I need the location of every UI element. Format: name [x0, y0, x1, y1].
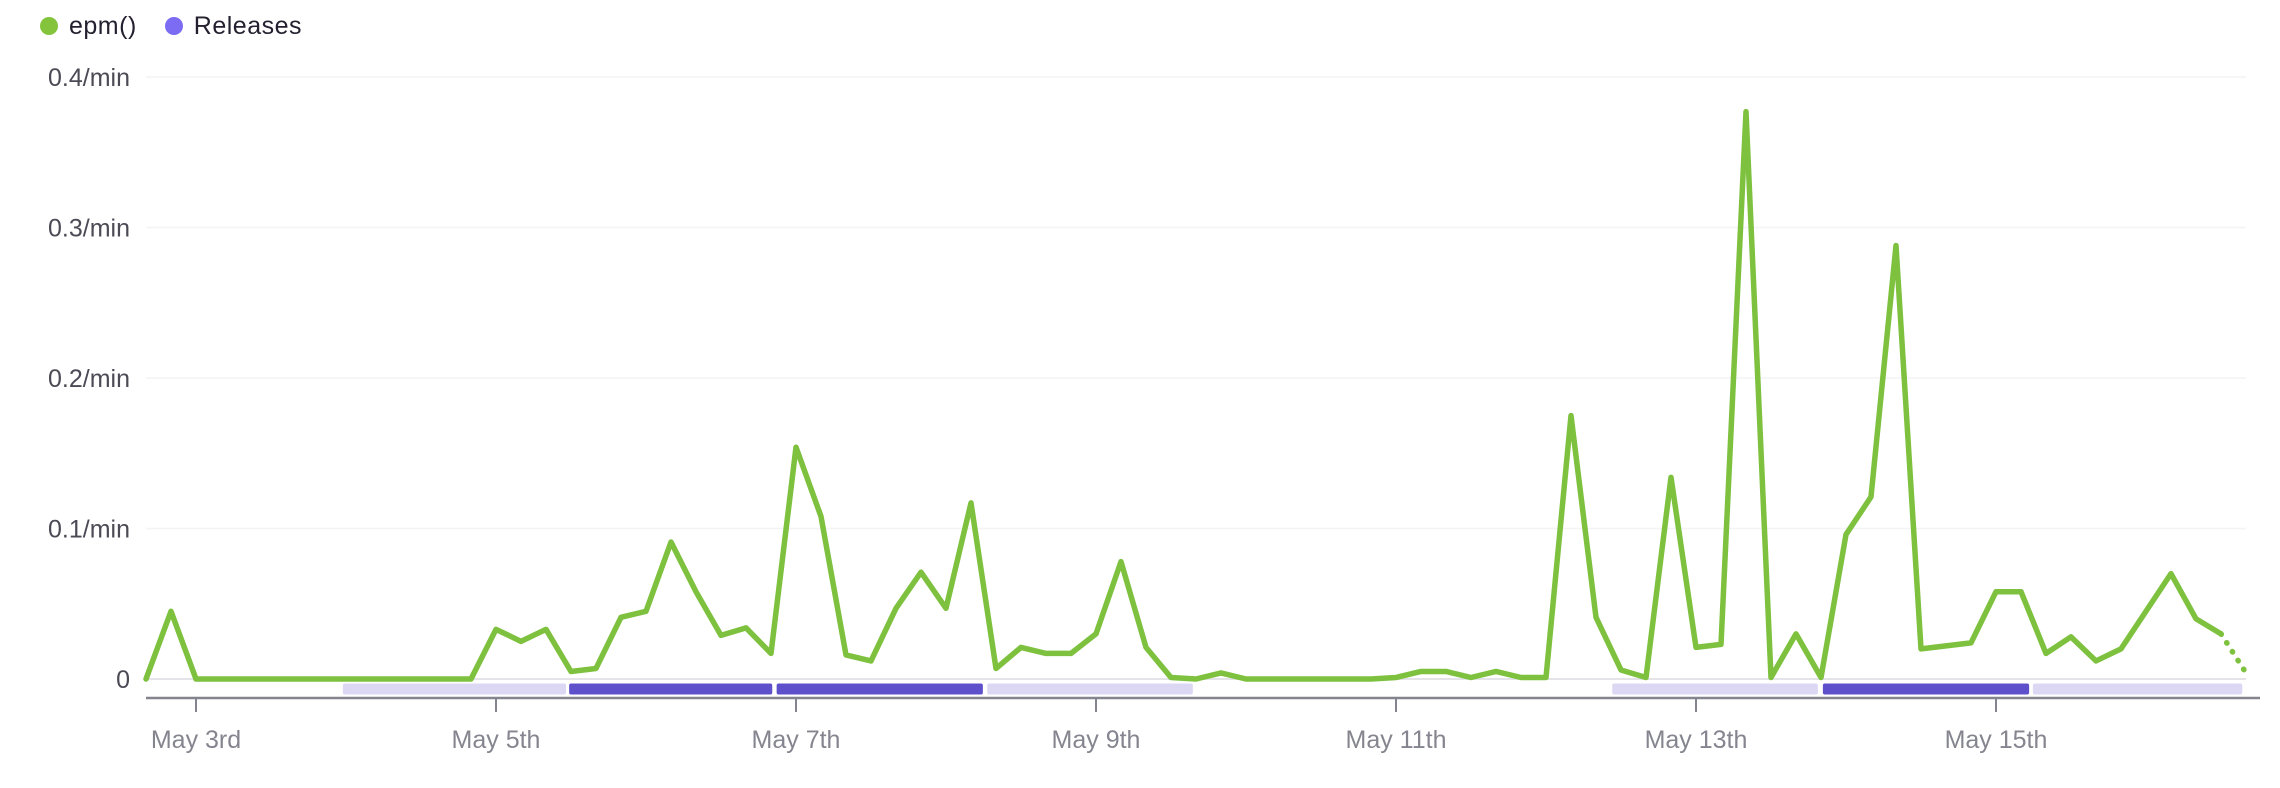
release-band-light[interactable] [1612, 683, 1818, 695]
x-axis-label: May 15th [1945, 726, 2048, 754]
y-axis-label: 0.3/min [48, 215, 130, 243]
x-axis-label: May 5th [452, 726, 541, 754]
x-axis-label: May 11th [1346, 726, 1447, 754]
y-axis-label: 0.1/min [48, 516, 130, 544]
epm-series-dot-icon [40, 17, 58, 35]
legend-label: epm() [69, 12, 137, 40]
release-band-light[interactable] [987, 683, 1193, 695]
y-axis-label: 0.2/min [48, 365, 130, 393]
release-band-dark[interactable] [776, 683, 983, 695]
release-band-light[interactable] [342, 683, 566, 695]
epm-series-line [143, 108, 2224, 682]
x-axis-label: May 13th [1645, 726, 1748, 754]
y-axis-label: 0.4/min [48, 64, 130, 92]
chart-legend: epm() Releases [40, 12, 302, 40]
release-band-dark[interactable] [569, 683, 773, 695]
legend-label: Releases [193, 12, 303, 40]
x-axis-label: May 7th [752, 726, 841, 754]
release-band-dark[interactable] [1822, 683, 2030, 695]
epm-series-line-forecast-dotted [2218, 631, 2249, 676]
releases-dot-icon [164, 17, 183, 35]
x-axis-label: May 9th [1052, 726, 1141, 754]
legend-item-epm[interactable]: epm() [40, 12, 137, 40]
legend-item-releases[interactable]: Releases [164, 12, 303, 40]
y-axis-label: 0 [116, 666, 130, 694]
release-band-light[interactable] [2032, 683, 2243, 695]
x-axis-label: May 3rd [151, 726, 241, 754]
